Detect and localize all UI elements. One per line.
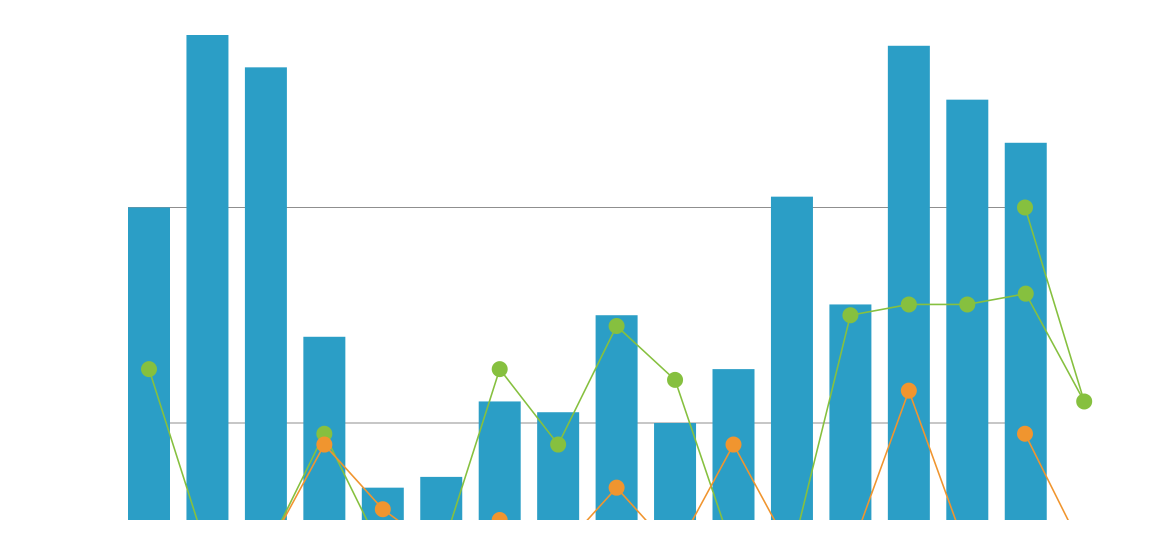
bar-6 bbox=[420, 476, 463, 520]
series-line-1 bbox=[282, 388, 1069, 520]
series-0-point-9 bbox=[667, 371, 684, 388]
bar-12 bbox=[770, 196, 813, 520]
series-1-point-3 bbox=[316, 436, 333, 453]
bar-2 bbox=[186, 35, 229, 520]
bar-7 bbox=[478, 401, 521, 520]
bar-8 bbox=[537, 412, 580, 520]
series-line-0 bbox=[148, 207, 1085, 520]
series-lines bbox=[148, 207, 1085, 520]
series-1-point-8 bbox=[608, 479, 625, 496]
series-0-point-8 bbox=[608, 318, 625, 334]
bar-3 bbox=[244, 67, 287, 520]
series-0-point-17 bbox=[1017, 199, 1033, 216]
series-1-point-10 bbox=[725, 436, 742, 453]
series-1-point-6 bbox=[491, 512, 508, 520]
series-0-point-15 bbox=[1017, 285, 1034, 302]
series-1-point-4 bbox=[374, 501, 391, 518]
series-0-point-6 bbox=[491, 361, 508, 378]
series-points bbox=[141, 199, 1093, 520]
series-0-point-16 bbox=[1076, 393, 1093, 410]
series-0-point-0 bbox=[141, 361, 157, 378]
series-0-point-7 bbox=[550, 436, 567, 453]
bar-10 bbox=[654, 423, 697, 520]
series-0-point-12 bbox=[842, 307, 859, 324]
bar-13 bbox=[829, 304, 872, 520]
series-0-point-14 bbox=[959, 296, 976, 313]
series-1-point-13 bbox=[900, 382, 917, 399]
series-1-point-17 bbox=[1017, 425, 1033, 442]
series-0-point-13 bbox=[900, 296, 917, 313]
bars bbox=[128, 35, 1047, 521]
bar-14 bbox=[887, 45, 930, 521]
